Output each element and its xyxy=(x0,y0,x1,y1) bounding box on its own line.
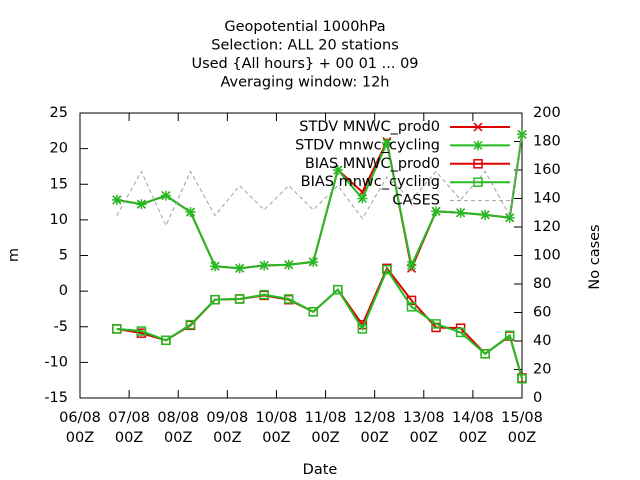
x-tick-label: 10/08 00Z xyxy=(256,410,298,446)
marker xyxy=(480,349,490,359)
marker xyxy=(333,284,343,295)
y-tick-label: -15 xyxy=(44,390,68,406)
marker xyxy=(185,319,196,330)
y-axis-label: m xyxy=(6,248,22,262)
x-tick-label: 14/08 00Z xyxy=(452,410,494,446)
marker xyxy=(455,207,466,218)
plot-frame xyxy=(79,112,523,399)
y2-tick-label: 80 xyxy=(533,276,551,292)
y2-tick-label: 60 xyxy=(533,305,551,321)
marker xyxy=(111,194,122,205)
marker xyxy=(283,259,294,270)
y2-axis-label: No cases xyxy=(587,224,603,289)
y2-tick-label: 100 xyxy=(533,248,561,264)
x-tick-label: 06/08 00Z xyxy=(59,410,101,446)
x-tick-label: 13/08 00Z xyxy=(403,410,445,446)
marker xyxy=(382,265,392,275)
marker xyxy=(210,294,220,305)
y-tick-label: -10 xyxy=(44,354,68,370)
marker xyxy=(431,206,442,217)
x-axis-label: Date xyxy=(303,462,338,478)
marker xyxy=(259,289,269,300)
legend-marker xyxy=(473,122,483,132)
x-tick-label: 11/08 00Z xyxy=(305,410,347,446)
x-tick-label: 15/08 00Z xyxy=(501,410,543,446)
marker xyxy=(210,261,221,272)
marker xyxy=(381,137,392,148)
legend-marker xyxy=(473,159,483,169)
marker xyxy=(517,374,527,384)
y-tick-label: 15 xyxy=(50,176,68,192)
marker xyxy=(259,260,270,271)
y-tick-label: 20 xyxy=(50,141,68,157)
y2-tick-label: 20 xyxy=(533,362,551,378)
y-tick-label: -5 xyxy=(54,319,68,335)
y2-tick-label: 200 xyxy=(533,105,561,121)
y-tick-label: 0 xyxy=(59,283,68,299)
marker xyxy=(473,140,483,151)
marker xyxy=(112,324,122,334)
legend-label: CASES xyxy=(392,193,440,209)
marker xyxy=(473,177,483,187)
series-line xyxy=(116,134,523,227)
marker xyxy=(504,330,515,341)
x-tick-label: 12/08 00Z xyxy=(354,410,396,446)
marker xyxy=(234,263,245,274)
marker xyxy=(406,260,417,271)
y2-tick-label: 180 xyxy=(533,134,561,150)
marker xyxy=(160,190,171,201)
marker xyxy=(234,294,245,304)
marker xyxy=(332,165,343,175)
legend-marker xyxy=(473,177,483,187)
x-tick-label: 08/08 00Z xyxy=(157,410,199,446)
series-line xyxy=(116,134,523,272)
marker xyxy=(161,335,171,346)
marker xyxy=(136,199,147,210)
series-line xyxy=(116,134,523,270)
marker xyxy=(308,256,319,267)
chart-title: Geopotential 1000hPa xyxy=(224,19,385,35)
marker xyxy=(283,294,294,304)
marker xyxy=(473,159,483,169)
marker xyxy=(357,324,368,334)
y-tick-label: 5 xyxy=(59,248,68,264)
marker xyxy=(136,326,147,336)
chart-title: Averaging window: 12h xyxy=(220,75,389,91)
y-tick-label: 25 xyxy=(50,105,68,121)
x-tick-label: 09/08 00Z xyxy=(206,410,248,446)
legend-label: BIAS mnwc_cycling xyxy=(301,174,440,190)
y2-tick-label: 120 xyxy=(533,219,561,235)
legend-label: STDV MNWC_prod0 xyxy=(299,119,440,135)
y2-tick-label: 0 xyxy=(533,390,542,406)
marker xyxy=(406,302,417,312)
y2-tick-label: 140 xyxy=(533,191,561,207)
y-tick-label: 10 xyxy=(50,212,68,228)
x-tick-label: 07/08 00Z xyxy=(108,410,150,446)
chart-title: Used {All hours} + 00 01 ... 09 xyxy=(191,56,418,72)
marker xyxy=(473,122,483,132)
marker xyxy=(431,319,441,329)
marker xyxy=(504,212,515,223)
marker xyxy=(185,207,196,218)
marker xyxy=(308,307,319,317)
y2-tick-label: 160 xyxy=(533,162,561,178)
marker xyxy=(357,193,368,204)
y2-tick-label: 40 xyxy=(533,333,551,349)
legend-label: STDV mnwc_cycling xyxy=(295,137,440,153)
legend-label: BIAS MNWC_prod0 xyxy=(305,156,440,172)
series-line xyxy=(116,266,523,379)
marker xyxy=(455,327,466,338)
legend-marker xyxy=(473,140,483,151)
marker xyxy=(480,209,491,220)
chart-title: Selection: ALL 20 stations xyxy=(211,38,399,54)
